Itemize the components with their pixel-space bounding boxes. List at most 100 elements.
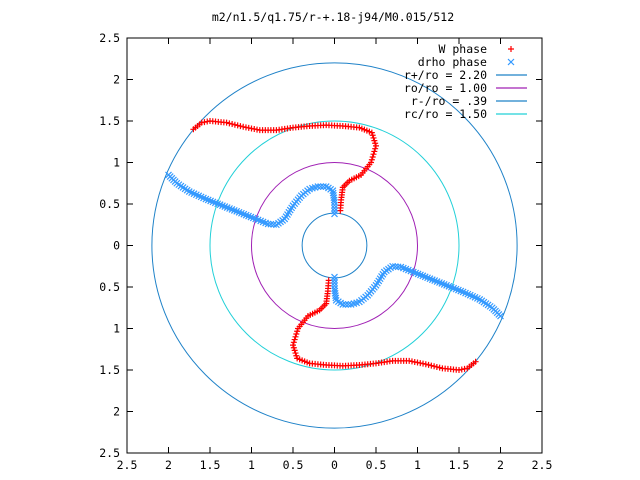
data-point	[436, 364, 443, 371]
axis-ticks: 2.5 2 1.5 1 0.5 0 0.5 1 1.5 2 2.52.521.510.500.511…	[99, 31, 552, 472]
data-point	[237, 123, 244, 130]
y-tick-label: 1	[113, 322, 120, 336]
data-point	[291, 347, 298, 354]
data-point	[331, 210, 338, 218]
data-point	[331, 279, 338, 287]
data-point	[223, 119, 230, 126]
legend-marker	[508, 46, 514, 52]
legend-label: ro/ro = 1.00	[404, 81, 487, 95]
x-tick-label: 2	[165, 458, 172, 472]
y-tick-label: 2.5	[99, 446, 120, 460]
data-point	[231, 121, 238, 128]
data-point	[229, 121, 236, 128]
data-point	[431, 363, 438, 370]
data-point	[372, 140, 379, 147]
data-point	[428, 362, 435, 369]
chart-title: m2/n1.5/q1.75/r-+.18-j94/M0.015/512	[212, 10, 454, 24]
legend-label: rc/ro = 1.50	[404, 107, 487, 121]
x-tick-label: 1.5	[200, 458, 221, 472]
data-point	[290, 344, 297, 351]
data-point	[425, 361, 432, 368]
x-tick-label: 0.5	[283, 458, 304, 472]
data-point	[344, 301, 352, 308]
data-point	[347, 301, 355, 308]
legend-label: r+/ro = 2.20	[404, 68, 487, 82]
data-point	[342, 301, 349, 308]
x-tick-label: 2.5	[117, 458, 138, 472]
data-point	[325, 277, 332, 284]
x-tick-label: 0.5	[366, 458, 387, 472]
x-tick-label: 1	[414, 458, 421, 472]
data-point	[337, 207, 344, 214]
circle-series	[209, 120, 460, 371]
data-point	[369, 153, 376, 160]
data-point	[293, 331, 300, 338]
x-tick-label: 1	[248, 458, 255, 472]
data-point	[331, 201, 338, 209]
data-point	[292, 333, 299, 340]
x-tick-label: 2	[497, 458, 504, 472]
data-point	[292, 350, 299, 357]
data-point	[391, 263, 399, 270]
legend-label: drho phase	[418, 55, 487, 69]
data-point	[331, 207, 338, 215]
x-tick-label: 1.5	[449, 458, 470, 472]
data-point	[373, 142, 379, 149]
y-tick-label: 1	[113, 156, 120, 170]
data-point	[331, 273, 338, 281]
y-tick-label: 1.5	[99, 363, 120, 377]
legend-label: r-/ro = .39	[411, 94, 487, 108]
data-point	[330, 196, 338, 204]
data-point	[397, 263, 405, 271]
data-point	[270, 221, 278, 228]
y-tick-label: 0.5	[99, 197, 120, 211]
data-point	[368, 156, 375, 163]
data-point	[331, 287, 339, 295]
data-point	[370, 151, 377, 158]
data-point	[294, 355, 301, 362]
legend-label: W phase	[439, 42, 488, 56]
data-point	[371, 148, 378, 155]
data-point	[433, 363, 440, 370]
circle-series	[251, 162, 418, 329]
data-point	[372, 145, 379, 152]
data-point	[331, 204, 338, 212]
legend-marker	[507, 58, 515, 66]
data-point	[331, 285, 338, 293]
data-point	[331, 198, 338, 206]
data-point	[317, 183, 325, 190]
data-point	[294, 328, 301, 335]
y-tick-label: 1.5	[99, 114, 120, 128]
data-point	[291, 336, 298, 343]
data-point	[368, 129, 375, 136]
data-point	[293, 352, 300, 359]
y-tick-label: 2	[113, 73, 120, 87]
data-point	[264, 220, 272, 228]
data-point	[267, 220, 275, 228]
data-point	[394, 263, 402, 271]
data-point	[439, 365, 446, 372]
y-tick-label: 2	[113, 405, 120, 419]
data-point	[226, 120, 233, 127]
data-point	[290, 342, 296, 349]
circle-series	[301, 212, 368, 279]
y-tick-label: 2.5	[99, 31, 120, 45]
series-points	[190, 118, 479, 373]
data-point	[369, 132, 376, 139]
data-point	[234, 122, 241, 129]
data-point	[331, 276, 338, 284]
data-point	[371, 137, 378, 144]
data-point	[290, 339, 297, 346]
y-tick-label: 0	[113, 239, 120, 253]
data-point	[331, 282, 338, 290]
x-tick-label: 0	[331, 458, 338, 472]
series-points	[165, 171, 504, 320]
circle-series	[151, 62, 518, 429]
x-tick-label: 2.5	[532, 458, 553, 472]
y-tick-label: 0.5	[99, 280, 120, 294]
data-points-layer	[165, 118, 504, 373]
data-point	[320, 183, 327, 190]
data-point	[314, 183, 322, 190]
